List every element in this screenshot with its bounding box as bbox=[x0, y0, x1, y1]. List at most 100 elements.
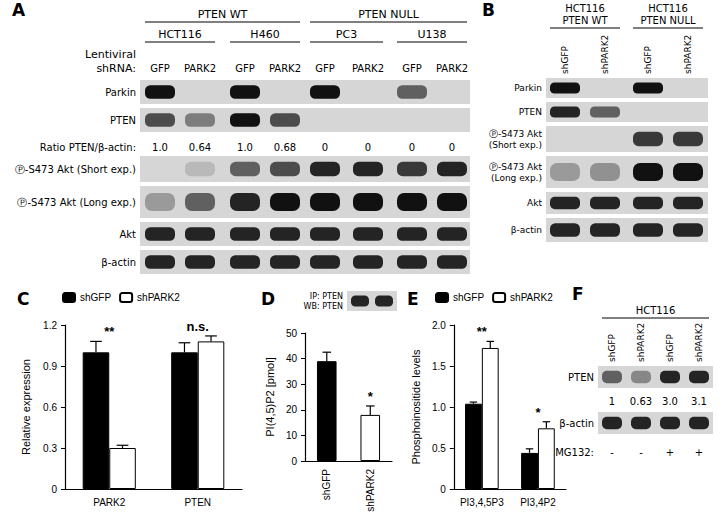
svg-text:0: 0 bbox=[322, 142, 328, 153]
svg-text:shGFP: shGFP bbox=[321, 469, 332, 500]
svg-text:Lentiviral: Lentiviral bbox=[85, 48, 136, 61]
svg-text:3.1: 3.1 bbox=[691, 396, 707, 407]
svg-text:β-actin: β-actin bbox=[559, 418, 594, 429]
svg-text:GFP: GFP bbox=[235, 63, 255, 74]
svg-text:0.3: 0.3 bbox=[43, 443, 57, 454]
svg-text:Ⓟ-S473 Akt: Ⓟ-S473 Akt bbox=[489, 162, 542, 172]
svg-text:PI(4,5)P2 [pmol]: PI(4,5)P2 [pmol] bbox=[264, 357, 276, 436]
svg-text:A: A bbox=[12, 0, 26, 20]
svg-text:PARK2: PARK2 bbox=[269, 63, 301, 74]
svg-text:PTEN: PTEN bbox=[110, 115, 136, 126]
svg-text:HCT116: HCT116 bbox=[636, 305, 676, 316]
svg-text:n.s.: n.s. bbox=[187, 319, 209, 334]
svg-text:0.68: 0.68 bbox=[274, 142, 296, 153]
svg-text:-: - bbox=[639, 447, 643, 458]
svg-text:1.2: 1.2 bbox=[43, 320, 57, 331]
svg-text:Ⓟ-S473 Akt: Ⓟ-S473 Akt bbox=[489, 129, 542, 139]
svg-text:MG132:: MG132: bbox=[555, 447, 594, 458]
svg-text:PTEN NULL: PTEN NULL bbox=[358, 8, 419, 21]
svg-text:GFP: GFP bbox=[402, 63, 422, 74]
svg-text:2.0: 2.0 bbox=[432, 320, 446, 331]
svg-text:IP: PTEN: IP: PTEN bbox=[310, 292, 343, 301]
svg-text:Parkin: Parkin bbox=[514, 83, 542, 93]
svg-text:HCT116: HCT116 bbox=[158, 28, 202, 41]
svg-text:HCT116: HCT116 bbox=[648, 3, 688, 14]
svg-text:+: + bbox=[666, 447, 674, 458]
svg-text:PTEN WT: PTEN WT bbox=[198, 8, 248, 21]
svg-text:3.0: 3.0 bbox=[662, 396, 678, 407]
svg-text:0.5: 0.5 bbox=[432, 443, 446, 454]
svg-text:HCT116: HCT116 bbox=[565, 3, 605, 14]
svg-text:Akt: Akt bbox=[527, 198, 542, 208]
svg-text:0: 0 bbox=[291, 456, 297, 467]
svg-text:1: 1 bbox=[609, 396, 615, 407]
svg-text:PARK2: PARK2 bbox=[184, 63, 216, 74]
svg-text:Akt: Akt bbox=[119, 229, 136, 240]
svg-text:0.6: 0.6 bbox=[43, 402, 57, 413]
svg-text:Relative expression: Relative expression bbox=[20, 359, 32, 455]
svg-text:shGFP: shGFP bbox=[665, 333, 675, 362]
svg-text:GFP: GFP bbox=[315, 63, 335, 74]
svg-text:shGFP: shGFP bbox=[643, 45, 653, 74]
svg-text:0: 0 bbox=[449, 142, 455, 153]
svg-text:1.0: 1.0 bbox=[237, 142, 253, 153]
svg-text:Ⓟ-S473 Akt (Short exp.): Ⓟ-S473 Akt (Short exp.) bbox=[15, 164, 136, 175]
svg-text:1.0: 1.0 bbox=[152, 142, 168, 153]
svg-text:0: 0 bbox=[365, 142, 371, 153]
svg-text:shPARK2: shPARK2 bbox=[636, 323, 646, 362]
svg-text:shPARK2: shPARK2 bbox=[510, 292, 553, 303]
svg-text:shPARK2: shPARK2 bbox=[694, 323, 704, 362]
svg-text:30: 30 bbox=[286, 379, 298, 390]
svg-text:shPARK2: shPARK2 bbox=[683, 35, 693, 74]
svg-text:U138: U138 bbox=[417, 28, 446, 41]
svg-text:*: * bbox=[368, 389, 374, 404]
svg-text:shPARK2: shPARK2 bbox=[600, 35, 610, 74]
svg-text:0.63: 0.63 bbox=[630, 396, 652, 407]
svg-text:PTEN WT: PTEN WT bbox=[562, 15, 608, 26]
svg-text:0.9: 0.9 bbox=[43, 361, 57, 372]
svg-text:(Long exp.): (Long exp.) bbox=[491, 173, 542, 183]
svg-text:0: 0 bbox=[440, 484, 446, 495]
svg-text:-: - bbox=[610, 447, 614, 458]
svg-text:Parkin: Parkin bbox=[105, 87, 136, 98]
svg-text:Ratio PTEN/β-actin:: Ratio PTEN/β-actin: bbox=[40, 142, 136, 153]
svg-text:β-actin: β-actin bbox=[511, 225, 542, 235]
svg-text:Phosphoinositide levels: Phosphoinositide levels bbox=[410, 349, 422, 464]
svg-text:PARK2: PARK2 bbox=[352, 63, 384, 74]
svg-text:10: 10 bbox=[286, 430, 298, 441]
svg-text:C: C bbox=[17, 289, 29, 309]
svg-text:20: 20 bbox=[286, 404, 298, 415]
svg-text:shGFP: shGFP bbox=[607, 333, 617, 362]
svg-text:**: ** bbox=[477, 324, 488, 339]
svg-text:1.5: 1.5 bbox=[432, 361, 446, 372]
svg-text:(Short exp.): (Short exp.) bbox=[489, 140, 542, 150]
svg-text:F: F bbox=[572, 284, 584, 304]
svg-text:0.64: 0.64 bbox=[189, 142, 211, 153]
svg-text:PARK2: PARK2 bbox=[93, 497, 125, 508]
svg-text:PTEN: PTEN bbox=[519, 107, 542, 117]
svg-text:Ⓟ-S473 Akt (Long exp.): Ⓟ-S473 Akt (Long exp.) bbox=[17, 197, 136, 208]
svg-text:*: * bbox=[535, 405, 541, 420]
svg-text:PI3,4,5P3: PI3,4,5P3 bbox=[460, 497, 504, 508]
svg-text:shRNA:: shRNA: bbox=[96, 62, 136, 75]
svg-text:shGFP: shGFP bbox=[560, 45, 570, 74]
svg-text:**: ** bbox=[104, 324, 115, 339]
svg-text:β-actin: β-actin bbox=[101, 257, 136, 268]
svg-text:0: 0 bbox=[51, 484, 57, 495]
svg-text:50: 50 bbox=[286, 328, 298, 339]
svg-text:PC3: PC3 bbox=[336, 28, 357, 41]
svg-text:shGFP: shGFP bbox=[80, 292, 111, 303]
svg-text:shPARK2: shPARK2 bbox=[365, 469, 376, 512]
svg-text:D: D bbox=[261, 289, 275, 309]
svg-text:WB: PTEN: WB: PTEN bbox=[304, 302, 343, 311]
svg-text:PTEN: PTEN bbox=[184, 497, 211, 508]
svg-text:0: 0 bbox=[409, 142, 415, 153]
svg-text:PI3,4P2: PI3,4P2 bbox=[520, 497, 556, 508]
svg-text:+: + bbox=[695, 447, 703, 458]
svg-text:40: 40 bbox=[286, 353, 298, 364]
svg-text:B: B bbox=[482, 0, 495, 20]
svg-text:shPARK2: shPARK2 bbox=[137, 292, 180, 303]
svg-text:GFP: GFP bbox=[150, 63, 170, 74]
svg-text:PTEN NULL: PTEN NULL bbox=[640, 15, 695, 26]
svg-text:shGFP: shGFP bbox=[453, 292, 484, 303]
